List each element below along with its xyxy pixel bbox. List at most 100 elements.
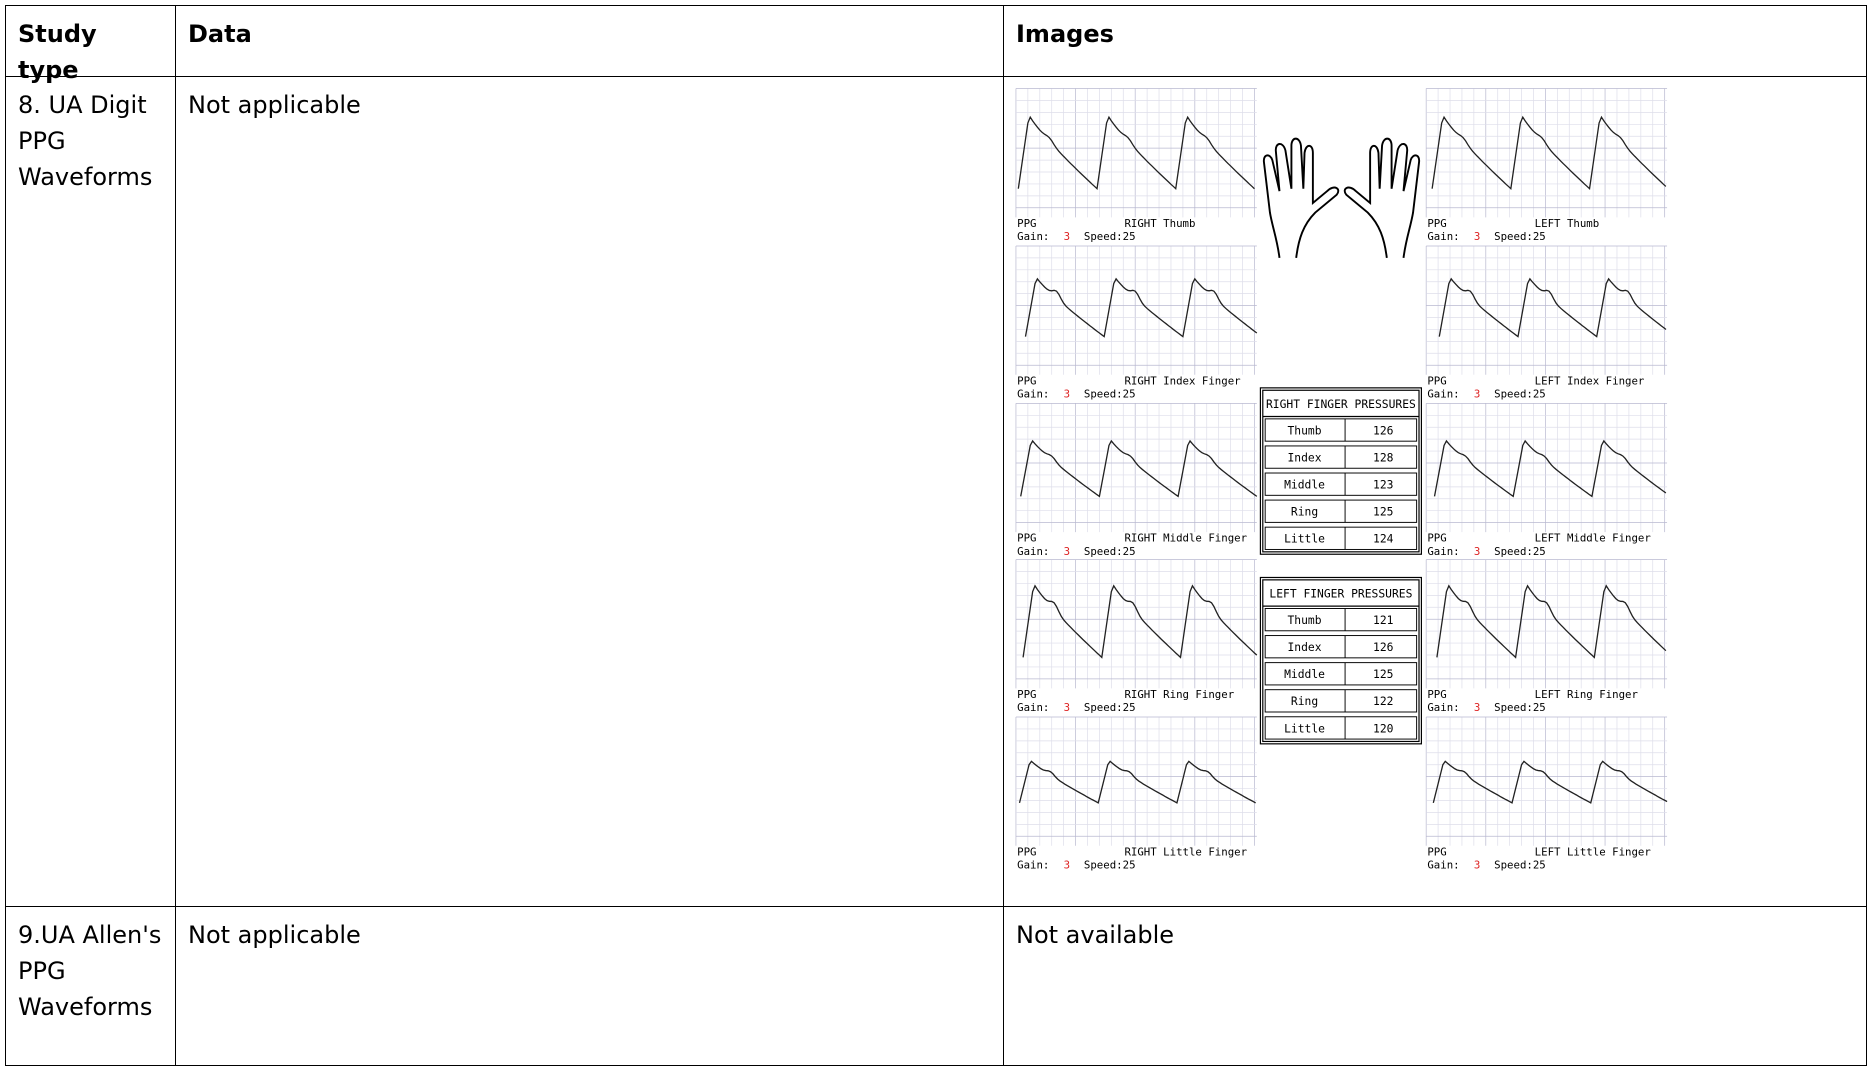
speed-label: Speed:25 bbox=[1494, 858, 1546, 871]
finger-label: RIGHT Index Finger bbox=[1124, 374, 1241, 387]
finger-name: Index bbox=[1288, 450, 1322, 464]
gain-value: 3 bbox=[1474, 701, 1480, 714]
signal-label: PPG bbox=[1017, 532, 1036, 545]
signal-label: PPG bbox=[1427, 217, 1446, 230]
finger-label: RIGHT Thumb bbox=[1124, 217, 1195, 230]
finger-name: Middle bbox=[1284, 478, 1325, 492]
pressure-value: 121 bbox=[1373, 613, 1394, 627]
speed-label: Speed:25 bbox=[1494, 230, 1546, 243]
pressure-value: 123 bbox=[1373, 478, 1393, 492]
table-border bbox=[1260, 577, 1421, 743]
signal-label: PPG bbox=[1427, 532, 1446, 545]
gain-label: Gain: bbox=[1427, 858, 1459, 871]
study-type-cell: 8. UA Digit PPG Waveforms bbox=[5, 76, 176, 907]
pressure-value: 120 bbox=[1373, 721, 1394, 735]
page: Study table {"table": { "header": ["Stud… bbox=[0, 0, 1871, 1045]
waveform-panel: PPG LEFT Little Finger Gain: 3 Speed:25 bbox=[1426, 717, 1667, 871]
waveform-panel: PPG RIGHT Middle Finger Gain: 3 Speed:25 bbox=[1016, 403, 1257, 557]
finger-name: Ring bbox=[1291, 694, 1318, 708]
gain-label: Gain: bbox=[1427, 545, 1459, 558]
pressure-value: 125 bbox=[1373, 667, 1393, 681]
waveform bbox=[1021, 441, 1257, 496]
signal-label: PPG bbox=[1017, 845, 1036, 858]
signal-label: PPG bbox=[1017, 374, 1036, 387]
header-cell: Data bbox=[175, 5, 1004, 77]
table-title: LEFT FINGER PRESSURES bbox=[1269, 587, 1412, 601]
waveform bbox=[1018, 117, 1254, 189]
gain-label: Gain: bbox=[1427, 701, 1459, 714]
signal-label: PPG bbox=[1427, 688, 1446, 701]
finger-name: Ring bbox=[1291, 505, 1318, 519]
data-cell: Not applicable bbox=[175, 906, 1004, 1066]
finger-label: LEFT Thumb bbox=[1535, 217, 1600, 230]
waveform bbox=[1025, 279, 1256, 337]
left-hand bbox=[1345, 139, 1419, 258]
waveform bbox=[1023, 586, 1257, 658]
waveform-panel: PPG LEFT Thumb Gain: 3 Speed:25 bbox=[1426, 89, 1667, 243]
speed-label: Speed:25 bbox=[1084, 858, 1136, 871]
waveform bbox=[1435, 441, 1666, 496]
gain-label: Gain: bbox=[1017, 858, 1049, 871]
header-cell: Images bbox=[1003, 5, 1867, 77]
finger-label: LEFT Index Finger bbox=[1535, 374, 1645, 387]
pressure-value: 128 bbox=[1373, 450, 1394, 464]
speed-label: Speed:25 bbox=[1084, 545, 1136, 558]
speed-label: Speed:25 bbox=[1494, 545, 1546, 558]
speed-label: Speed:25 bbox=[1084, 387, 1136, 400]
finger-label: LEFT Little Finger bbox=[1535, 845, 1652, 858]
header-cell: Study type bbox=[5, 5, 176, 77]
signal-label: PPG bbox=[1017, 217, 1036, 230]
gain-label: Gain: bbox=[1017, 387, 1049, 400]
pressure-table: LEFT FINGER PRESSURES Thumb 121 Index 126 Mid… bbox=[1260, 577, 1421, 743]
finger-name: Little bbox=[1284, 532, 1325, 546]
ppg-figure: PPG RIGHT Thumb Gain: 3 Speed:25 PPG LEFT Thum… bbox=[1012, 79, 1671, 878]
waveform bbox=[1020, 761, 1256, 803]
speed-label: Speed:25 bbox=[1494, 387, 1546, 400]
pressure-value: 126 bbox=[1373, 423, 1394, 437]
study-type-cell: 9.UA Allen's PPG Waveforms bbox=[5, 906, 176, 1066]
table-border bbox=[1260, 388, 1421, 554]
gain-value: 3 bbox=[1474, 545, 1480, 558]
gain-label: Gain: bbox=[1017, 230, 1049, 243]
gain-label: Gain: bbox=[1427, 387, 1459, 400]
finger-name: Index bbox=[1288, 640, 1322, 654]
speed-label: Speed:25 bbox=[1494, 701, 1546, 714]
waveform bbox=[1437, 586, 1666, 658]
table-title: RIGHT FINGER PRESSURES bbox=[1266, 397, 1416, 411]
finger-name: Little bbox=[1284, 721, 1325, 735]
gain-value: 3 bbox=[1064, 387, 1070, 400]
pressure-value: 126 bbox=[1373, 640, 1394, 654]
gain-value: 3 bbox=[1064, 545, 1070, 558]
gain-label: Gain: bbox=[1427, 230, 1459, 243]
waveform bbox=[1439, 279, 1666, 337]
gain-value: 3 bbox=[1474, 387, 1480, 400]
finger-label: LEFT Middle Finger bbox=[1535, 532, 1652, 545]
hands-illustration bbox=[1264, 139, 1419, 258]
gain-value: 3 bbox=[1474, 230, 1480, 243]
speed-label: Speed:25 bbox=[1084, 230, 1136, 243]
signal-label: PPG bbox=[1017, 688, 1036, 701]
waveform bbox=[1432, 117, 1666, 189]
finger-name: Middle bbox=[1284, 667, 1325, 681]
signal-label: PPG bbox=[1427, 374, 1446, 387]
gain-label: Gain: bbox=[1017, 545, 1049, 558]
signal-label: PPG bbox=[1427, 845, 1446, 858]
gain-value: 3 bbox=[1064, 858, 1070, 871]
waveform-panel: PPG LEFT Middle Finger Gain: 3 Speed:25 bbox=[1426, 403, 1667, 557]
images-cell: Not available bbox=[1003, 906, 1867, 1066]
speed-label: Speed:25 bbox=[1084, 701, 1136, 714]
pressure-value: 124 bbox=[1373, 532, 1394, 546]
finger-label: RIGHT Middle Finger bbox=[1124, 532, 1247, 545]
gain-value: 3 bbox=[1474, 858, 1480, 871]
gain-value: 3 bbox=[1064, 701, 1070, 714]
right-hand bbox=[1264, 139, 1338, 258]
waveform bbox=[1433, 761, 1667, 803]
waveform-panel: PPG RIGHT Index Finger Gain: 3 Speed:25 bbox=[1016, 246, 1257, 400]
page-body: Study type Data Images 8. UA Digit PPG W… bbox=[0, 0, 1871, 1045]
finger-name: Thumb bbox=[1288, 613, 1322, 627]
